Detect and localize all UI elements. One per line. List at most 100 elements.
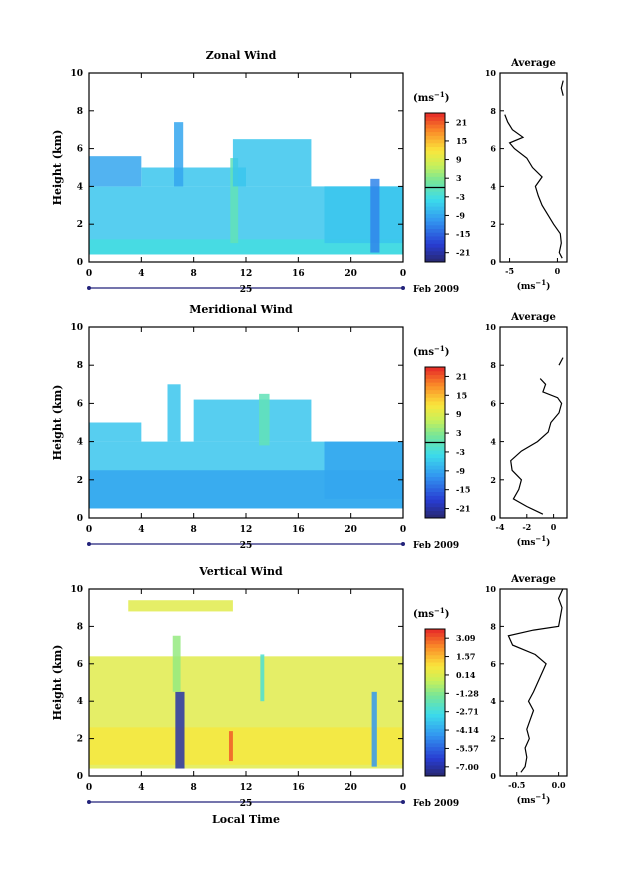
- colorbar-tick-label: 9: [456, 155, 462, 165]
- colorbar-segment: [425, 706, 445, 711]
- colorbar-segment: [425, 209, 445, 215]
- average-x-label-exp: −1: [535, 792, 546, 801]
- colorbar-segment: [425, 772, 445, 777]
- colorbar-segment: [425, 239, 445, 244]
- average-y-tick-label: 6: [490, 398, 496, 408]
- average-title: Average: [510, 312, 556, 323]
- colorbar-segment: [425, 382, 445, 387]
- colorbar-segment: [425, 370, 445, 376]
- x-tick-label: 8: [191, 783, 197, 793]
- average-x-tick-label: -0.5: [508, 780, 525, 790]
- colorbar-tick-label: -3: [456, 192, 465, 202]
- average-x-label: (ms−1): [517, 792, 551, 806]
- x-tick-label: 0: [86, 525, 92, 535]
- colorbar-tick-label: -2.71: [456, 707, 479, 717]
- y-axis-label: Height (km): [51, 130, 64, 206]
- y-tick-label: 0: [77, 514, 83, 524]
- chart-title: Vertical Wind: [198, 565, 283, 578]
- y-tick-label: 4: [77, 697, 83, 707]
- colorbar-segment: [425, 180, 445, 185]
- colorbar-tick-label: -21: [456, 248, 470, 258]
- y-tick-label: 10: [70, 69, 83, 79]
- colorbar-unit: (ms−1): [413, 90, 449, 104]
- x-tick-label: 8: [191, 269, 197, 279]
- average-x-label: (ms−1): [517, 534, 551, 548]
- colorbar-tick-label: -15: [456, 229, 470, 239]
- colorbar-tick-label: -15: [456, 485, 470, 495]
- y-tick-label: 4: [77, 438, 83, 448]
- average-y-tick-label: 6: [490, 144, 496, 154]
- x-tick-label: 4: [138, 525, 144, 535]
- average-x-tick-label: -5: [505, 266, 514, 276]
- colorbar-segment: [425, 442, 445, 447]
- colorbar-tick-label: 15: [456, 390, 467, 400]
- colorbar-segment: [425, 113, 445, 118]
- colorbar-tick-label: -3: [456, 447, 465, 457]
- average-frame: [499, 326, 568, 519]
- colorbar-segment: [425, 228, 445, 233]
- chart-title: Meridional Wind: [189, 303, 293, 316]
- colorbar-tick-label: -9: [456, 210, 465, 220]
- colorbar-unit-base: (ms: [413, 93, 434, 104]
- colorbar-segment: [425, 217, 445, 222]
- colorbar-segment: [425, 457, 445, 462]
- colorbar-segment: [425, 709, 445, 715]
- y-tick-label: 0: [77, 772, 83, 782]
- y-tick-label: 8: [77, 361, 83, 371]
- average-x-tick-label: -2: [522, 522, 531, 532]
- colorbar-segment: [425, 408, 445, 413]
- field-cell: [232, 139, 312, 187]
- average-x-label: (ms−1): [517, 278, 551, 292]
- y-tick-label: 6: [77, 145, 83, 155]
- x-tick-label: 4: [138, 783, 144, 793]
- x-tick-label: 0: [86, 783, 92, 793]
- y-tick-label: 10: [70, 323, 83, 333]
- field-cell: [89, 422, 142, 442]
- average-x-label-close: ): [546, 281, 550, 292]
- average-frame: [499, 588, 568, 777]
- colorbar-segment: [425, 702, 445, 707]
- colorbar-segment: [425, 651, 445, 656]
- colorbar-segment: [425, 662, 445, 667]
- colorbar-segment: [425, 176, 445, 181]
- colorbar-segment: [425, 235, 445, 241]
- field-cell: [174, 122, 184, 187]
- colorbar-segment: [425, 720, 445, 726]
- average-profile-line: [510, 378, 563, 515]
- colorbar-segment: [425, 172, 445, 177]
- date-axis-end: [401, 800, 405, 804]
- colorbar-segment: [425, 502, 445, 508]
- date-axis-end: [87, 542, 91, 546]
- colorbar-segment: [425, 431, 445, 436]
- colorbar-segment: [425, 491, 445, 496]
- x-tick-label: 0: [86, 269, 92, 279]
- colorbar-segment: [425, 258, 445, 263]
- colorbar-segment: [425, 146, 445, 151]
- colorbar-segment: [425, 728, 445, 733]
- field-cell: [89, 727, 403, 765]
- average-y-tick-label: 8: [490, 360, 496, 370]
- average-y-tick-label: 8: [490, 106, 496, 116]
- x-tick-label: 0: [400, 269, 406, 279]
- average-y-tick-label: 8: [490, 621, 496, 631]
- x-tick-label: 12: [240, 269, 253, 279]
- colorbar-segment: [425, 698, 445, 703]
- colorbar-tick-label: 0.14: [456, 670, 476, 680]
- colorbar-frame: [424, 628, 446, 777]
- colorbar-tick-label: -5.57: [456, 743, 479, 753]
- average-frame: [499, 72, 568, 263]
- colorbar-tick-label: 3.09: [456, 633, 476, 643]
- average-x-label-close: ): [546, 795, 550, 806]
- field-cell: [259, 393, 270, 446]
- y-tick-label: 6: [77, 660, 83, 670]
- colorbar-segment: [425, 116, 445, 121]
- colorbar-segment: [425, 746, 445, 751]
- colorbar-segment: [425, 461, 445, 466]
- colorbar-segment: [425, 717, 445, 722]
- colorbar-tick-label: -1.28: [456, 688, 479, 698]
- colorbar-unit-exp: −1: [434, 344, 445, 353]
- colorbar-segment: [425, 221, 445, 226]
- average-y-tick-label: 2: [490, 734, 496, 744]
- month-label: Feb 2009: [413, 285, 459, 295]
